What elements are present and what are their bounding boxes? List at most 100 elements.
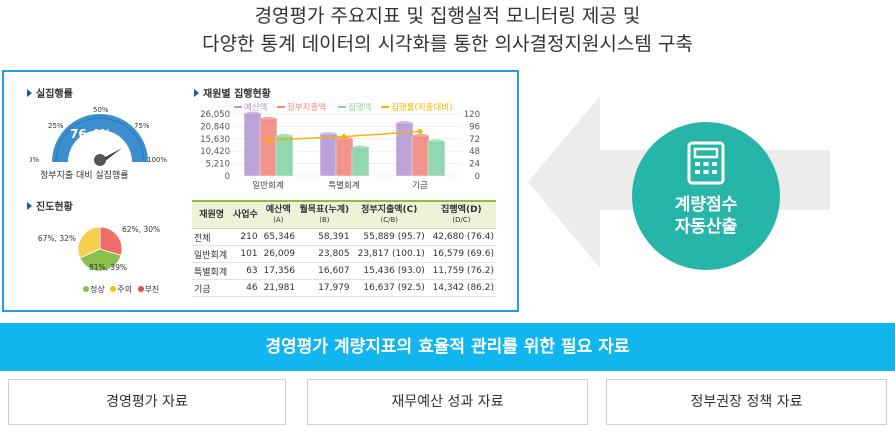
bar-2-1 xyxy=(351,147,370,177)
bar-cap xyxy=(428,139,445,145)
rate-point-0 xyxy=(265,137,271,143)
y-tick-label: 0 xyxy=(225,172,230,182)
legend-dot-normal xyxy=(83,286,89,292)
y2-tick-label: 96 xyxy=(469,122,480,132)
y2-tick-label: 0 xyxy=(475,172,480,182)
pie-label-2: 67%, 32% xyxy=(38,234,76,243)
bar-cap xyxy=(336,136,353,142)
table-cell-exec: 16,579 (69.6) xyxy=(426,245,496,263)
bar-cap xyxy=(396,121,413,127)
progress-title: 진도현황 xyxy=(27,198,73,213)
legend-normal: 정상 xyxy=(90,285,105,294)
pie-slice-2 xyxy=(77,226,101,259)
bar-2-2 xyxy=(427,141,446,177)
source-box-finance: 재무예산 성과 자료 xyxy=(307,379,588,425)
headline-line1: 경영평가 주요지표 및 집행실적 모니터링 제공 및 xyxy=(254,5,641,27)
table-header-cell: 집행액(D) (D/C) xyxy=(426,200,496,229)
pie-slice-0 xyxy=(99,226,123,256)
bullet-icon xyxy=(27,89,32,97)
table-cell-target: 58,391 xyxy=(297,228,352,246)
legend-dot-slow xyxy=(137,286,144,292)
gauge-tick-100: 100% xyxy=(147,156,167,164)
pie-legend: 정상 주의 부진 xyxy=(80,284,159,295)
x-tick-label: 특별회계 xyxy=(328,180,359,191)
table-cell-gov: 55,889 (95.7) xyxy=(351,228,427,246)
bar-cap xyxy=(260,116,277,122)
table-row: 일반회계 101 26,009 23,805 23,817 (100.1) 16,579 … xyxy=(192,245,496,263)
table-cell-count: 63 xyxy=(231,262,260,280)
table-cell-exec: 14,342 (86.2) xyxy=(426,279,496,297)
requirement-banner: 경영평가 계량지표의 효율적 관리를 위한 필요 자료 xyxy=(0,323,895,371)
table-cell-gov: 15,436 (93.0) xyxy=(351,262,427,280)
table-cell-budget: 26,009 xyxy=(259,245,298,263)
table-cell-target: 17,979 xyxy=(297,279,352,297)
table-cell-exec: 42,680 (76.4) xyxy=(426,228,496,246)
y-tick-label: 10,420 xyxy=(200,147,230,157)
table-row: 전체 210 65,346 58,391 55,889 (95.7) 42,680 (76… xyxy=(192,228,496,246)
y2-tick-label: 120 xyxy=(464,110,480,120)
pie-slice-1 xyxy=(79,248,122,272)
table-header-cell: 사업수 xyxy=(231,200,260,229)
table-cell-count: 210 xyxy=(231,228,260,246)
y-tick-label: 5,210 xyxy=(206,160,230,170)
table-header-cell: 예산액 (A) xyxy=(259,200,298,229)
bar-0-0 xyxy=(243,113,262,177)
bar-cap xyxy=(276,134,293,140)
auto-score-badge: 계량점수 자동산출 xyxy=(632,122,780,270)
gauge-caption: 정부지출 대비 실집행률 xyxy=(40,171,129,181)
legend-slow: 부진 xyxy=(144,285,160,294)
pie-label-1: 81%, 39% xyxy=(89,263,127,272)
bar-cap xyxy=(412,133,429,139)
y-tick-label: 15,630 xyxy=(200,135,230,145)
gauge: 76.4% 0% 25% 50% 75% 100% xyxy=(30,106,167,166)
badge-text: 계량점수 자동산출 xyxy=(632,194,780,238)
pie-label-0: 62%, 30% xyxy=(122,225,160,234)
table-header-cell: 재원명 xyxy=(192,200,232,229)
table-row: 특별회계 63 17,356 16,607 15,436 (93.0) 11,759 (7… xyxy=(192,262,496,280)
rate-point-2 xyxy=(417,129,423,134)
table-cell-gov: 23,817 (100.1) xyxy=(351,245,427,263)
table-cell-budget: 17,356 xyxy=(259,262,298,280)
budget-bar-chart: 26,050 20,840 15,630 10,420 5,210 0 120 96 72 48 2… xyxy=(200,102,480,191)
table-row: 기금 46 21,981 17,979 16,637 (92.5) 14,342 (86.… xyxy=(192,279,496,297)
x-tick-label: 기금 xyxy=(412,181,428,191)
gauge-tick-75: 75% xyxy=(134,122,150,130)
legend-caution: 주의 xyxy=(117,285,133,294)
y2-tick-label: 48 xyxy=(469,147,480,157)
bar-1-2 xyxy=(411,136,430,177)
table-cell-count: 46 xyxy=(231,279,260,297)
headline-line2: 다양한 통계 데이터의 시각화를 통한 의사결정지원시스템 구축 xyxy=(202,33,693,55)
headline: 경영평가 주요지표 및 집행실적 모니터링 제공 및 다양한 통계 데이터의 시… xyxy=(0,2,895,58)
gauge-title: 실집행률 xyxy=(27,85,73,100)
gauge-value: 76.4% xyxy=(70,127,112,141)
calculator-icon xyxy=(687,141,725,185)
table-cell-count: 101 xyxy=(231,245,260,263)
table-cell-name: 특별회계 xyxy=(192,262,232,280)
chart-legend-2: 집행액 xyxy=(348,102,371,113)
legend-dot-caution xyxy=(110,286,117,292)
table-header-cell: 월목표(누계) (B) xyxy=(297,200,352,229)
table-header-row: 재원명 사업수 예산액 (A) 월목표(누계) (B) 정부지출액(C) (C/B) 집행액(D… xyxy=(192,200,496,229)
y-tick-label: 20,840 xyxy=(200,122,230,132)
bar-1-1 xyxy=(335,139,354,177)
table-cell-budget: 65,346 xyxy=(259,228,298,246)
table-header-cell: 정부지출액(C) (C/B) xyxy=(351,200,427,229)
budget-table: 재원명 사업수 예산액 (A) 월목표(누계) (B) 정부지출액(C) (C/B) 집행액(D… xyxy=(192,200,496,297)
table-cell-target: 16,607 xyxy=(297,262,352,280)
progress-pie: 62%, 30% 81%, 39% 67%, 32% xyxy=(38,225,160,272)
bullet-icon xyxy=(27,202,32,210)
badge-line2: 자동산출 xyxy=(674,217,738,237)
y2-tick-label: 72 xyxy=(469,135,480,145)
bar-cap xyxy=(352,145,369,151)
gauge-tick-25: 25% xyxy=(48,122,64,130)
bar-2-0 xyxy=(275,136,294,177)
table-cell-name: 일반회계 xyxy=(192,245,232,263)
table-cell-target: 23,805 xyxy=(297,245,352,263)
bar-0-1 xyxy=(319,134,338,177)
y2-tick-label: 24 xyxy=(469,160,480,170)
chart-legend-1: 정부지출액 xyxy=(287,102,326,113)
table-cell-budget: 21,981 xyxy=(259,279,298,297)
badge-line1: 계량점수 xyxy=(674,195,738,215)
table-cell-exec: 11,759 (76.2) xyxy=(426,262,496,280)
chart-legend-3: 집행률(지출대비) xyxy=(391,102,452,113)
